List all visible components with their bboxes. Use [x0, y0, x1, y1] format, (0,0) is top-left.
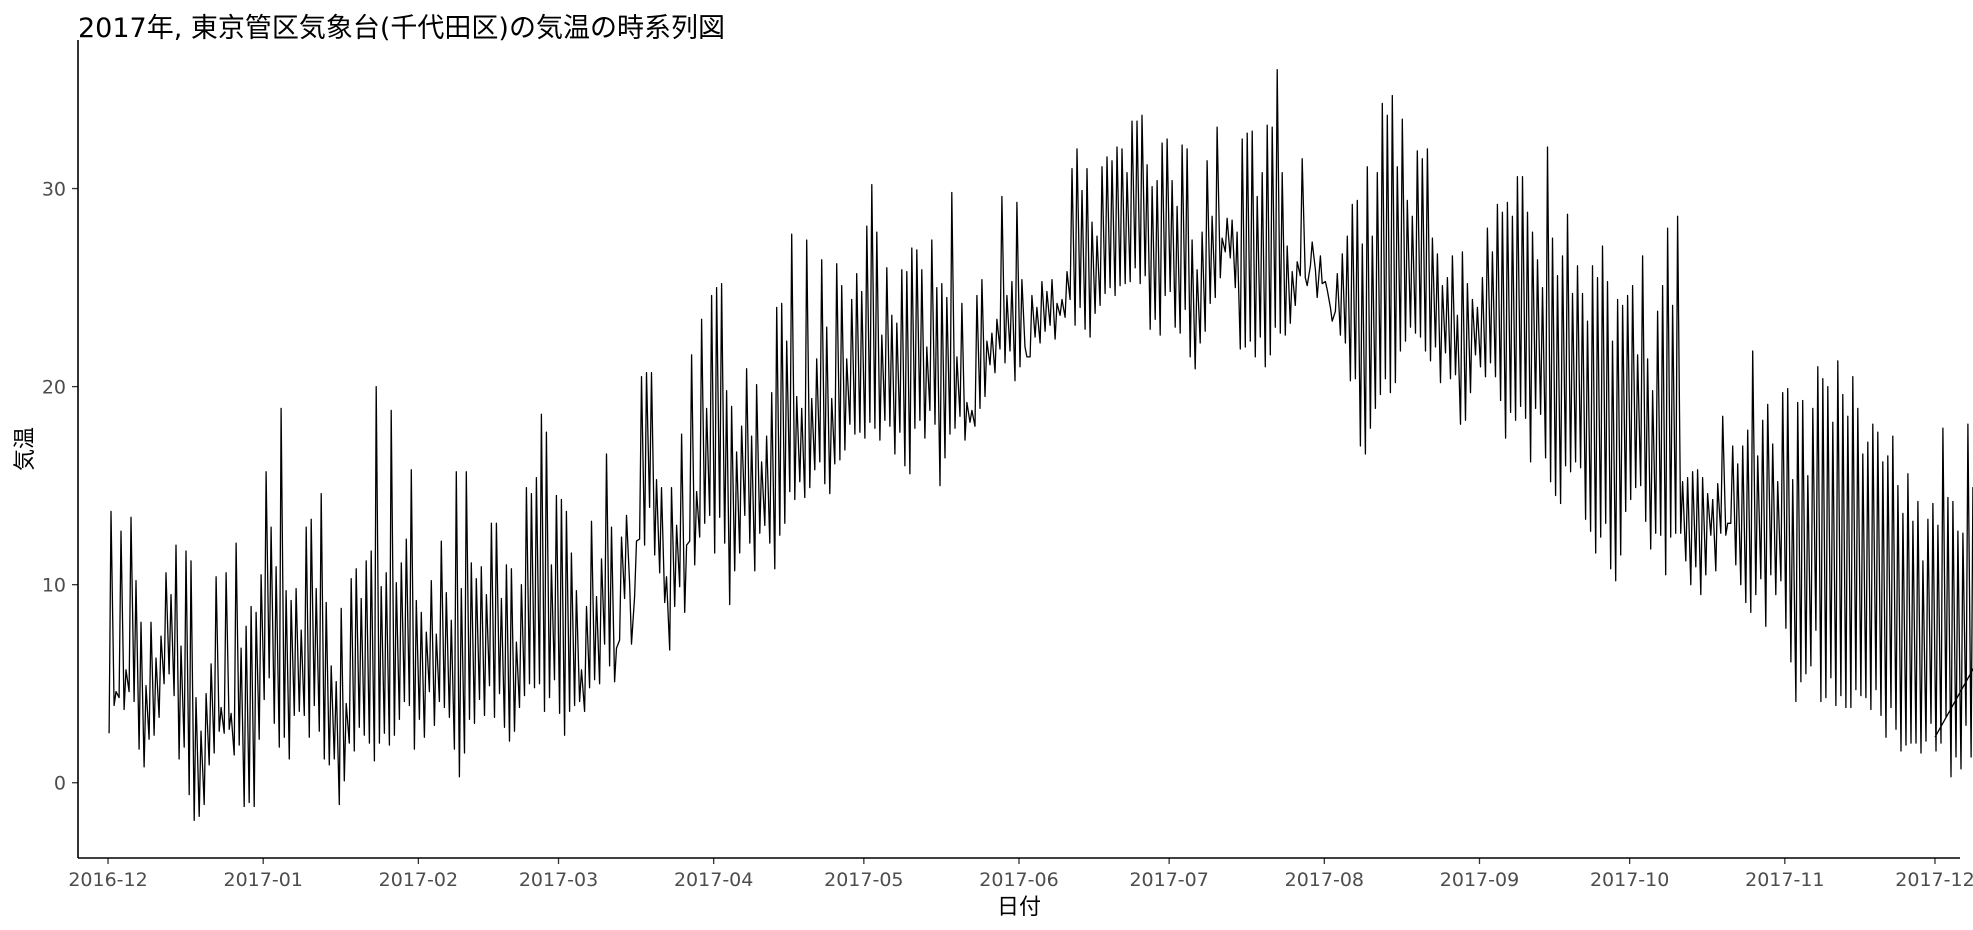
x-axis-ticks: 2016-12 2017-01 2017-02 2017-03 2017-04 2017-… [68, 858, 1973, 891]
x-tick-label: 2017-12 [1895, 869, 1973, 891]
y-axis-title: 気温 [13, 427, 38, 471]
x-tick-label: 2017-05 [824, 869, 903, 891]
x-tick-label: 2016-12 [68, 869, 147, 891]
x-tick-label: 2017-04 [674, 869, 753, 891]
x-tick-label: 2017-09 [1440, 869, 1519, 891]
y-tick-label: 10 [42, 575, 66, 597]
x-tick-label: 2017-10 [1590, 869, 1669, 891]
x-tick-label: 2017-01 [224, 869, 303, 891]
y-tick-label: 0 [54, 773, 66, 795]
x-tick-label: 2017-06 [979, 869, 1058, 891]
y-tick-label: 20 [42, 377, 66, 399]
x-tick-label: 2017-11 [1745, 869, 1824, 891]
x-tick-label: 2017-02 [379, 869, 458, 891]
x-tick-label: 2017-08 [1285, 869, 1364, 891]
x-tick-label: 2017-03 [519, 869, 598, 891]
x-tick-label: 2017-07 [1129, 869, 1208, 891]
x-axis-title: 日付 [997, 895, 1041, 920]
y-tick-label: 30 [42, 179, 66, 201]
chart-title: 2017年, 東京管区気象台(千代田区)の気温の時系列図 [78, 13, 725, 44]
y-axis-ticks: 0 10 20 30 [42, 179, 78, 795]
temperature-series-line [108, 69, 1973, 822]
